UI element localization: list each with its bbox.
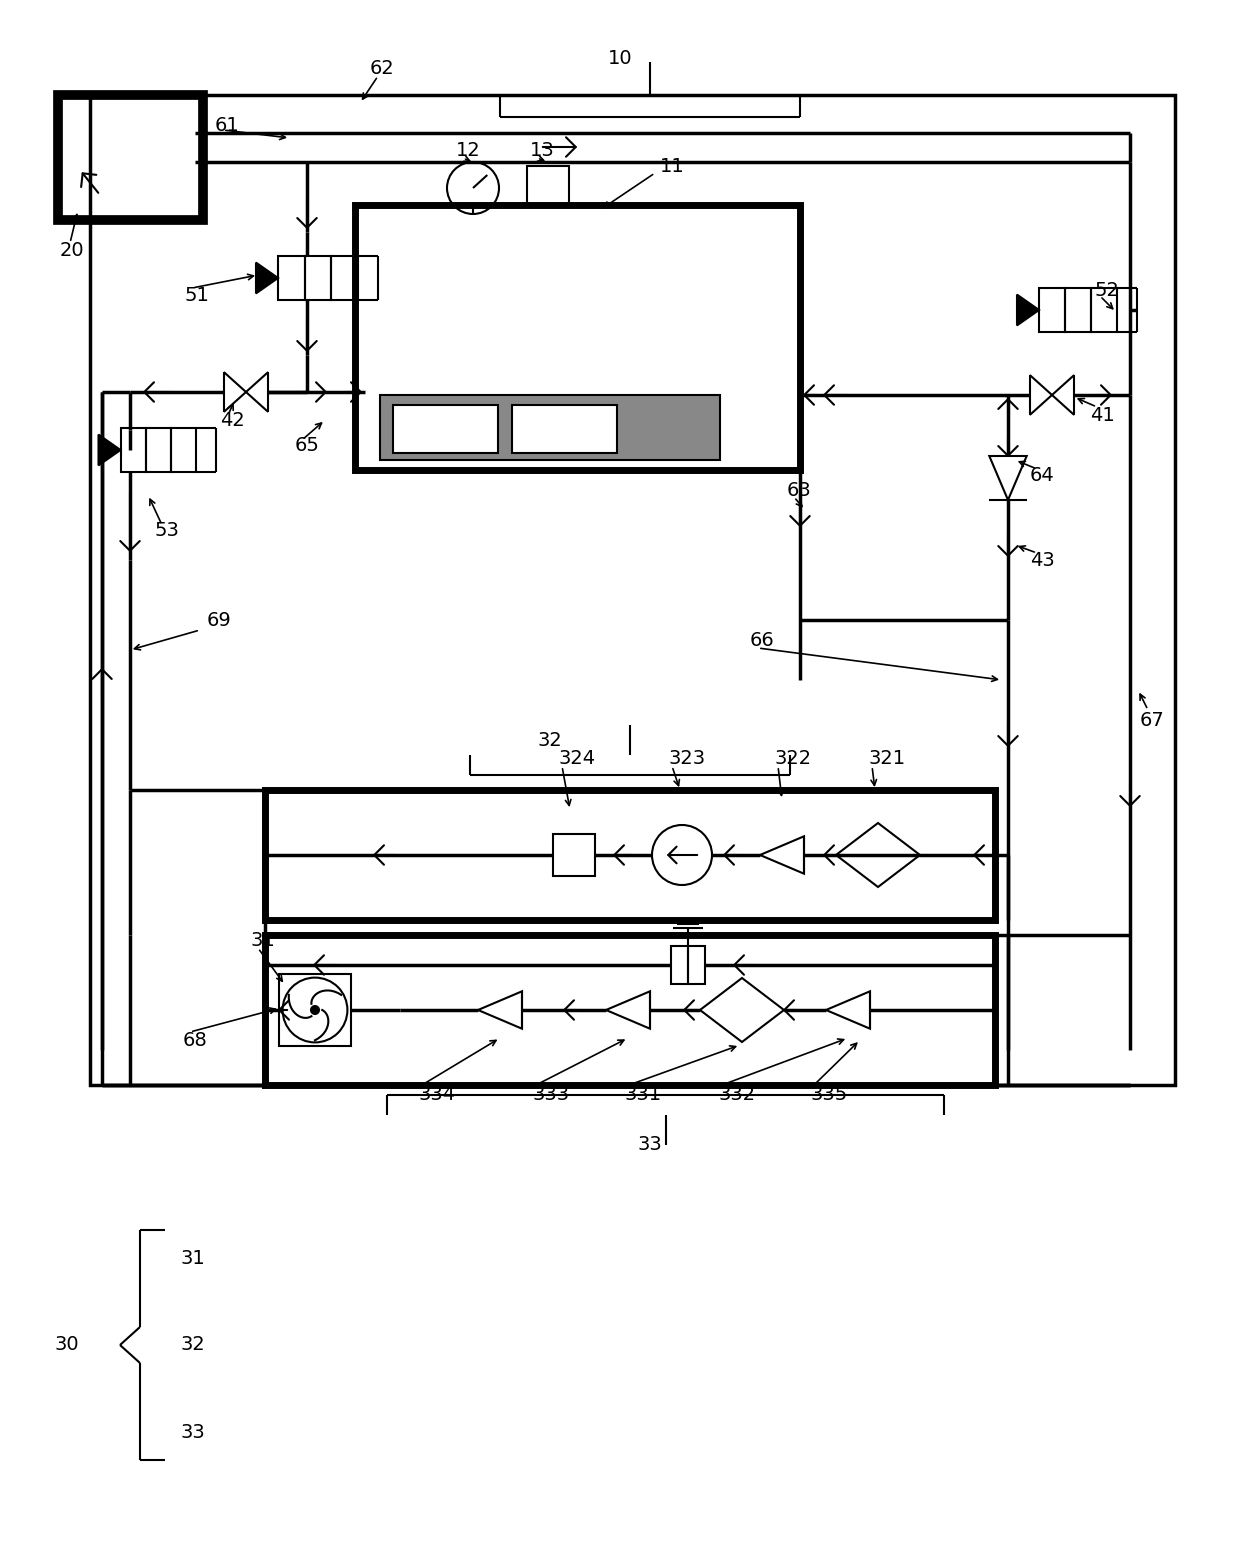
Bar [1091,287,1117,332]
Text: 323: 323 [668,749,706,768]
Text: 20: 20 [60,240,84,259]
Bar [331,256,358,300]
Text: 13: 13 [529,140,554,159]
Text: 322: 322 [774,749,811,768]
Text: 11: 11 [660,156,684,175]
Text: 324: 324 [558,749,595,768]
Bar [58,95,203,220]
Bar [265,935,994,1085]
Bar [379,395,720,460]
Text: 68: 68 [184,1030,208,1049]
Text: 53: 53 [155,520,180,540]
Text: 33: 33 [637,1135,662,1155]
Bar [91,95,1176,1085]
Bar [527,165,569,204]
Text: 33: 33 [180,1422,205,1441]
Text: 43: 43 [1030,551,1055,570]
Bar [355,204,800,470]
Text: 333: 333 [532,1085,569,1105]
Text: 32: 32 [538,731,563,749]
Text: 41: 41 [1090,406,1115,425]
Text: 52: 52 [1095,281,1120,300]
Bar [265,790,994,919]
Text: 64: 64 [1030,465,1055,484]
Text: 69: 69 [207,610,232,629]
Text: 65: 65 [295,436,320,454]
Bar [171,428,196,471]
Text: 331: 331 [625,1085,662,1105]
Text: 335: 335 [810,1085,847,1105]
Text: 332: 332 [718,1085,755,1105]
Text: 66: 66 [750,631,775,649]
Bar [145,428,171,471]
Text: 321: 321 [868,749,905,768]
Bar [305,256,331,300]
Bar [688,946,706,983]
Text: 67: 67 [1140,710,1164,729]
Bar [671,946,688,983]
Text: 63: 63 [787,481,812,500]
Polygon shape [1017,295,1039,325]
Text: 31: 31 [180,1249,205,1268]
Bar [120,428,145,471]
Text: 12: 12 [456,140,481,159]
Bar [393,404,498,453]
Text: 32: 32 [180,1336,205,1355]
Bar [279,974,351,1046]
Text: 42: 42 [219,411,244,429]
Bar [1065,287,1091,332]
Circle shape [311,1005,320,1015]
Text: 31: 31 [250,930,275,949]
Text: 62: 62 [370,58,394,78]
Polygon shape [98,434,120,465]
Bar [278,256,305,300]
Bar [512,404,618,453]
Text: 30: 30 [55,1336,79,1355]
Polygon shape [255,262,278,293]
Text: 51: 51 [185,286,210,304]
Bar [553,834,595,876]
Text: 10: 10 [608,48,632,67]
Bar [1039,287,1065,332]
Text: 334: 334 [418,1085,455,1105]
Text: 61: 61 [215,116,239,134]
